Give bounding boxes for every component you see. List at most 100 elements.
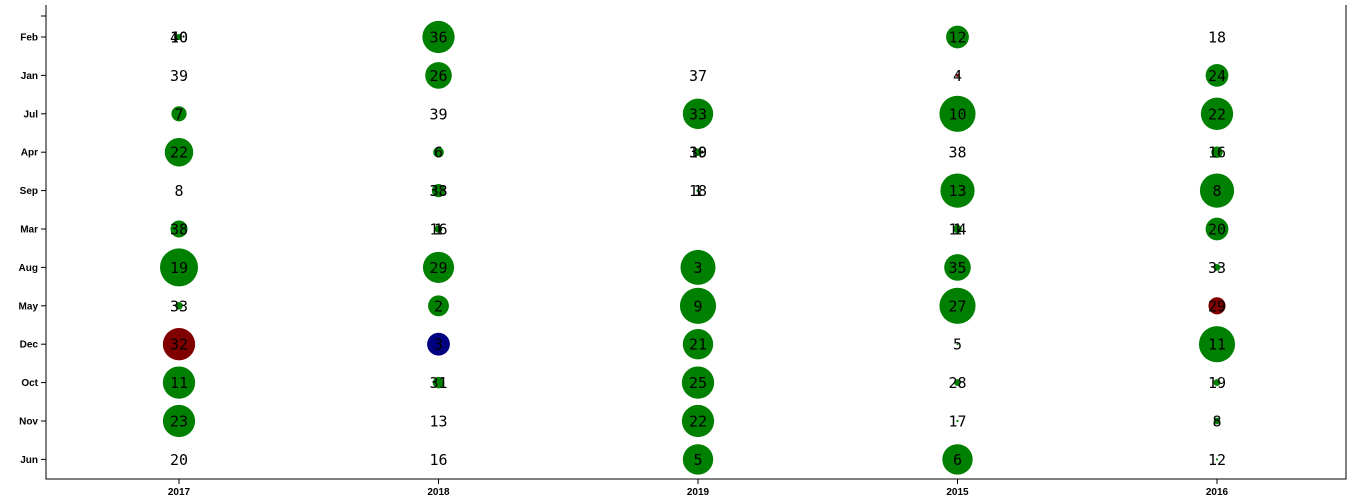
bubble-value-label: 21 bbox=[689, 336, 707, 354]
bubble-value-label: 35 bbox=[948, 259, 966, 277]
bubble-value-label: 22 bbox=[1208, 105, 1226, 123]
bubble bbox=[1198, 326, 1236, 363]
bubble-value-label: 19 bbox=[170, 259, 188, 277]
bubble bbox=[1211, 146, 1223, 158]
bubble-value-label: 24 bbox=[1208, 67, 1226, 85]
bubble bbox=[680, 249, 716, 285]
y-tick-label: Feb bbox=[20, 33, 38, 44]
bubble bbox=[427, 332, 450, 356]
bubble bbox=[944, 254, 971, 281]
bubble bbox=[425, 62, 452, 89]
bubble-value-label: 33 bbox=[170, 297, 188, 315]
x-tick-label: 2017 bbox=[168, 487, 191, 498]
x-tick-label: 2018 bbox=[427, 487, 450, 498]
bubble bbox=[1208, 297, 1226, 315]
bubble-value-label: 36 bbox=[429, 29, 447, 47]
bubble bbox=[171, 106, 187, 122]
bubble bbox=[431, 183, 446, 198]
bubble-value-label: 5 bbox=[693, 451, 702, 469]
bubble-value-label: 40 bbox=[170, 29, 188, 47]
bubble bbox=[942, 444, 973, 475]
bubble bbox=[432, 376, 445, 389]
y-tick-label: Dec bbox=[20, 340, 39, 351]
bubble-value-label: 28 bbox=[948, 374, 966, 392]
bubble-value-label: 6 bbox=[953, 451, 962, 469]
bubble-value-label: 22 bbox=[689, 413, 707, 431]
bubble bbox=[164, 137, 194, 167]
bubble-value-label: 16 bbox=[429, 221, 447, 239]
bubble-value-label: 5 bbox=[953, 336, 962, 354]
bubble-value-label: 33 bbox=[429, 182, 447, 200]
bubble-value-label: 16 bbox=[429, 451, 447, 469]
bubble-value-label: 4 bbox=[953, 67, 962, 85]
bubble bbox=[1205, 64, 1229, 87]
y-tick-label: Aug bbox=[19, 263, 38, 274]
bubble-value-label: 37 bbox=[689, 67, 707, 85]
bubble bbox=[422, 251, 455, 283]
bubble-value-label: 20 bbox=[170, 451, 188, 469]
bubble-value-label: 8 bbox=[1212, 413, 1221, 431]
bubble-value-label: 33 bbox=[1208, 259, 1226, 277]
bubble bbox=[433, 146, 444, 158]
bubble-value-label: 10 bbox=[948, 105, 966, 123]
bubble-value-label: 12 bbox=[948, 29, 966, 47]
bubble-value-label: 1 bbox=[434, 221, 443, 239]
bubble bbox=[1205, 217, 1229, 241]
bubble-value-label: 1 bbox=[953, 221, 962, 239]
bubble-value-label: 30 bbox=[689, 144, 707, 162]
bubble-value-label: 31 bbox=[429, 374, 447, 392]
bubble bbox=[1213, 379, 1221, 387]
bubble-value-label: 13 bbox=[429, 413, 447, 431]
bubble-value-label: 38 bbox=[170, 221, 188, 239]
bubble bbox=[954, 379, 961, 387]
y-tick-label: Jan bbox=[21, 71, 38, 82]
bubble-value-label: 20 bbox=[1208, 221, 1226, 239]
bubble-value-label: 3 bbox=[434, 336, 443, 354]
bubble-value-label: 33 bbox=[689, 105, 707, 123]
bubble-value-label: 9 bbox=[693, 297, 702, 315]
x-tick-label: 2015 bbox=[946, 487, 969, 498]
bubble bbox=[175, 33, 183, 41]
bubble bbox=[956, 343, 959, 346]
y-tick-label: Jun bbox=[20, 455, 38, 466]
y-tick-label: Nov bbox=[19, 417, 38, 428]
bubble bbox=[940, 173, 975, 208]
bubble bbox=[162, 404, 196, 438]
bubble-value-label: 8 bbox=[174, 182, 183, 200]
bubble bbox=[946, 25, 969, 49]
y-tick-label: Sep bbox=[20, 186, 38, 197]
bubble-value-label: 19 bbox=[1208, 374, 1226, 392]
bubble-value-label: 39 bbox=[170, 67, 188, 85]
bubble-value-label: 1 bbox=[693, 182, 702, 200]
y-tick-label: Jul bbox=[24, 109, 39, 120]
bubble bbox=[162, 328, 196, 361]
bubble bbox=[1215, 458, 1219, 461]
bubble-value-label: 18 bbox=[1208, 29, 1226, 47]
bubble-value-label: 2 bbox=[434, 297, 443, 315]
bubble-layer bbox=[160, 20, 1236, 475]
bubble bbox=[682, 98, 714, 129]
bubble bbox=[956, 419, 959, 423]
bubble-value-label: 38 bbox=[429, 182, 447, 200]
plot-frame bbox=[45, 5, 1347, 480]
bubble bbox=[939, 95, 976, 132]
y-tick-label: Apr bbox=[21, 148, 38, 159]
y-tick-label: May bbox=[19, 301, 39, 312]
bubble-value-label: 10 bbox=[170, 29, 188, 47]
bubble-value-label: 14 bbox=[948, 221, 966, 239]
bubble bbox=[428, 295, 449, 317]
x-tick-label: 2016 bbox=[1206, 487, 1229, 498]
bubble bbox=[682, 329, 714, 360]
bubble-value-label: 18 bbox=[689, 182, 707, 200]
bubble bbox=[1199, 173, 1235, 208]
bubble-value-label: 11 bbox=[170, 374, 188, 392]
bubble-value-label: 26 bbox=[429, 67, 447, 85]
bubble bbox=[170, 220, 188, 238]
bubble-value-label: 3 bbox=[693, 259, 702, 277]
bubble bbox=[1213, 263, 1221, 271]
bubble bbox=[682, 444, 714, 475]
bubble bbox=[1200, 97, 1234, 130]
bubble bbox=[694, 148, 702, 156]
bubble-value-label: 6 bbox=[434, 144, 443, 162]
